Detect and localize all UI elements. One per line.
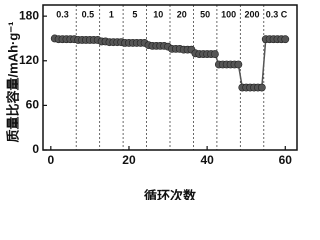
x-tick-label: 20 (122, 153, 136, 167)
data-point (257, 83, 266, 92)
y-tick-label: 120 (19, 53, 39, 67)
y-tick-label: 0 (32, 142, 39, 156)
rate-label: 20 (177, 9, 187, 19)
rate-label: 200 (245, 9, 260, 19)
y-tick-label: 180 (19, 8, 39, 22)
y-tick-label: 60 (26, 98, 40, 112)
data-point (234, 60, 243, 69)
y-axis-label: 质量比容量/mAh·g⁻¹ (5, 22, 20, 143)
page: {"chart_data": {"type": "line", "x_label… (5, 4, 298, 204)
chart: 质量比容量/mAh·g⁻¹ 循环次数 0.3 0.5 1 5 10 20 50 100 200 0… (5, 4, 298, 203)
rate-label: 5 (132, 9, 137, 19)
rate-label: 10 (153, 9, 163, 19)
rate-label: 0.3 C (266, 9, 288, 19)
x-tick-label: 40 (200, 153, 214, 167)
x-tick-label: 60 (279, 153, 293, 167)
x-tick-label: 0 (47, 153, 54, 167)
rate-label: 1 (109, 9, 114, 19)
rate-label: 50 (200, 9, 210, 19)
data-point (281, 35, 290, 44)
rate-label: 0.5 (82, 9, 95, 19)
plot-frame (42, 4, 298, 151)
rate-label: 0.3 (56, 9, 69, 19)
x-axis-label: 循环次数 (144, 188, 197, 200)
rate-label: 100 (221, 9, 236, 19)
data-point (211, 50, 219, 58)
